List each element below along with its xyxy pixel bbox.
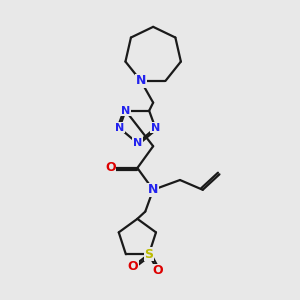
Text: N: N: [115, 123, 124, 133]
Text: N: N: [133, 138, 142, 148]
Text: O: O: [152, 264, 163, 277]
Text: N: N: [151, 123, 160, 133]
Text: O: O: [105, 161, 116, 175]
Text: O: O: [128, 260, 138, 273]
Text: N: N: [148, 183, 158, 196]
Text: N: N: [121, 106, 130, 116]
Text: N: N: [136, 74, 146, 87]
Text: S: S: [144, 248, 153, 261]
